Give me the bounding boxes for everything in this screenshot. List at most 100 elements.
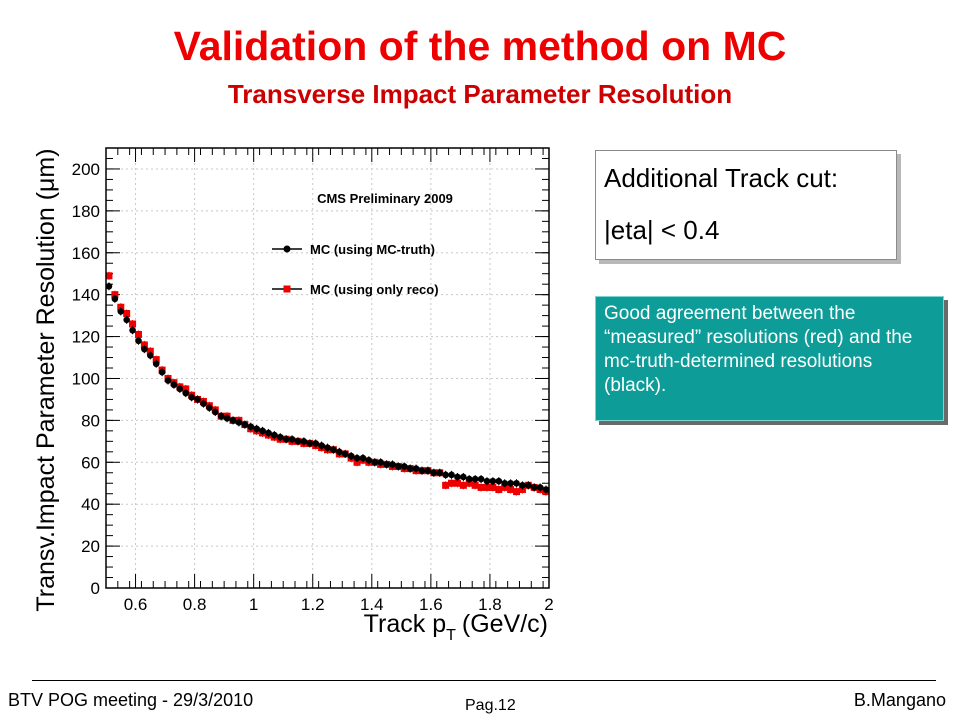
data-point-reco (513, 488, 521, 496)
data-point-truth (170, 381, 178, 389)
footer-page-number: Pag.12 (465, 697, 516, 714)
data-point-truth (123, 316, 130, 324)
data-point-truth (288, 435, 296, 443)
y-tick-label: 100 (72, 369, 100, 388)
data-point-truth (477, 475, 485, 483)
data-point-truth (371, 458, 379, 466)
x-axis-label-main: Track p (364, 610, 446, 638)
data-point-reco (123, 310, 131, 318)
data-point-truth (247, 423, 255, 430)
data-point-truth (158, 368, 166, 376)
chart-title: CMS Preliminary 2009 (317, 191, 453, 206)
data-point-truth (389, 461, 396, 468)
series-mc-truth (105, 282, 550, 494)
y-tick-label: 0 (91, 579, 100, 598)
data-point-reco (140, 341, 148, 349)
data-point-reco (134, 330, 142, 338)
y-tick-label: 160 (72, 244, 100, 263)
data-point-truth (265, 429, 272, 437)
data-point-truth (282, 435, 290, 443)
data-point-truth (341, 450, 349, 458)
data-point-truth (471, 475, 479, 483)
data-point-truth (519, 482, 526, 489)
x-tick-label: 1 (249, 595, 258, 614)
data-point-truth (141, 345, 148, 353)
data-point-truth (336, 448, 343, 456)
data-point-truth (182, 389, 190, 397)
data-point-reco (152, 356, 160, 364)
data-point-truth (448, 471, 455, 479)
data-point-truth (211, 408, 219, 416)
data-point-truth (324, 444, 331, 451)
data-point-reco (146, 347, 154, 355)
data-point-truth (460, 473, 467, 481)
x-tick-label: 0.6 (124, 595, 148, 614)
data-point-reco (471, 481, 479, 489)
data-point-truth (483, 477, 491, 485)
data-point-truth (489, 477, 497, 485)
data-series (105, 271, 550, 496)
data-point-truth (223, 414, 231, 422)
slide-title: Validation of the method on MC (173, 23, 787, 69)
x-tick-label: 1.4 (360, 595, 384, 614)
data-point-truth (105, 282, 113, 290)
data-point-truth (241, 421, 249, 428)
data-point-truth (152, 360, 160, 368)
data-point-reco (477, 483, 485, 491)
data-point-truth (525, 482, 532, 489)
y-tick-label: 80 (81, 411, 100, 430)
y-tick-label: 60 (81, 453, 100, 472)
slide-subtitle: Transverse Impact Parameter Resolution (227, 79, 733, 109)
data-point-reco (448, 479, 456, 487)
data-point-reco (111, 291, 119, 299)
data-point-truth (217, 412, 225, 420)
data-point-truth (330, 446, 337, 454)
data-point-truth (229, 417, 237, 424)
cut-box-condition: |eta| < 0.4 (604, 215, 720, 245)
data-point-truth (253, 425, 260, 433)
x-tick-label: 2 (544, 595, 553, 614)
data-point-truth (300, 438, 308, 445)
y-tick-label: 40 (81, 495, 100, 514)
data-point-truth (501, 479, 509, 487)
y-tick-label: 200 (72, 160, 100, 179)
data-point-truth (306, 440, 314, 447)
data-point-reco (495, 486, 503, 494)
data-point-truth (495, 477, 503, 485)
legend-label: MC (using MC-truth) (310, 242, 435, 257)
data-point-truth (276, 433, 284, 441)
x-tick-label: 1.8 (478, 595, 502, 614)
footer-meeting: BTV POG meeting - 29/3/2010 (8, 690, 254, 710)
data-point-truth (129, 326, 136, 334)
data-point-truth (188, 394, 195, 401)
data-point-reco (117, 303, 125, 311)
data-point-truth (347, 452, 355, 460)
x-tick-label: 1.2 (301, 595, 325, 614)
x-axis-label-sub: T (446, 627, 456, 644)
data-point-truth (235, 419, 243, 426)
data-point-truth (542, 486, 550, 493)
data-point-truth (117, 308, 125, 315)
y-tick-label: 120 (72, 328, 100, 347)
data-point-truth (536, 484, 544, 491)
data-point-reco (507, 486, 515, 494)
x-tick-label: 1.6 (419, 595, 443, 614)
legend-marker-square (283, 285, 291, 293)
data-point-reco (453, 479, 461, 487)
data-point-truth (353, 454, 361, 462)
data-point-truth (365, 456, 373, 464)
data-point-truth (271, 431, 278, 439)
data-point-reco (182, 385, 190, 393)
data-point-truth (400, 463, 408, 470)
footer-author: B.Mangano (853, 690, 946, 710)
data-point-reco (105, 272, 113, 280)
data-point-truth (465, 475, 473, 483)
agreement-note-text: Good agreement between the “measured” re… (604, 303, 913, 396)
data-point-reco (489, 483, 497, 491)
data-point-truth (412, 465, 420, 472)
data-point-truth (312, 440, 319, 447)
data-point-truth (147, 352, 154, 359)
legend-marker-circle (283, 245, 291, 253)
data-point-truth (383, 461, 390, 468)
